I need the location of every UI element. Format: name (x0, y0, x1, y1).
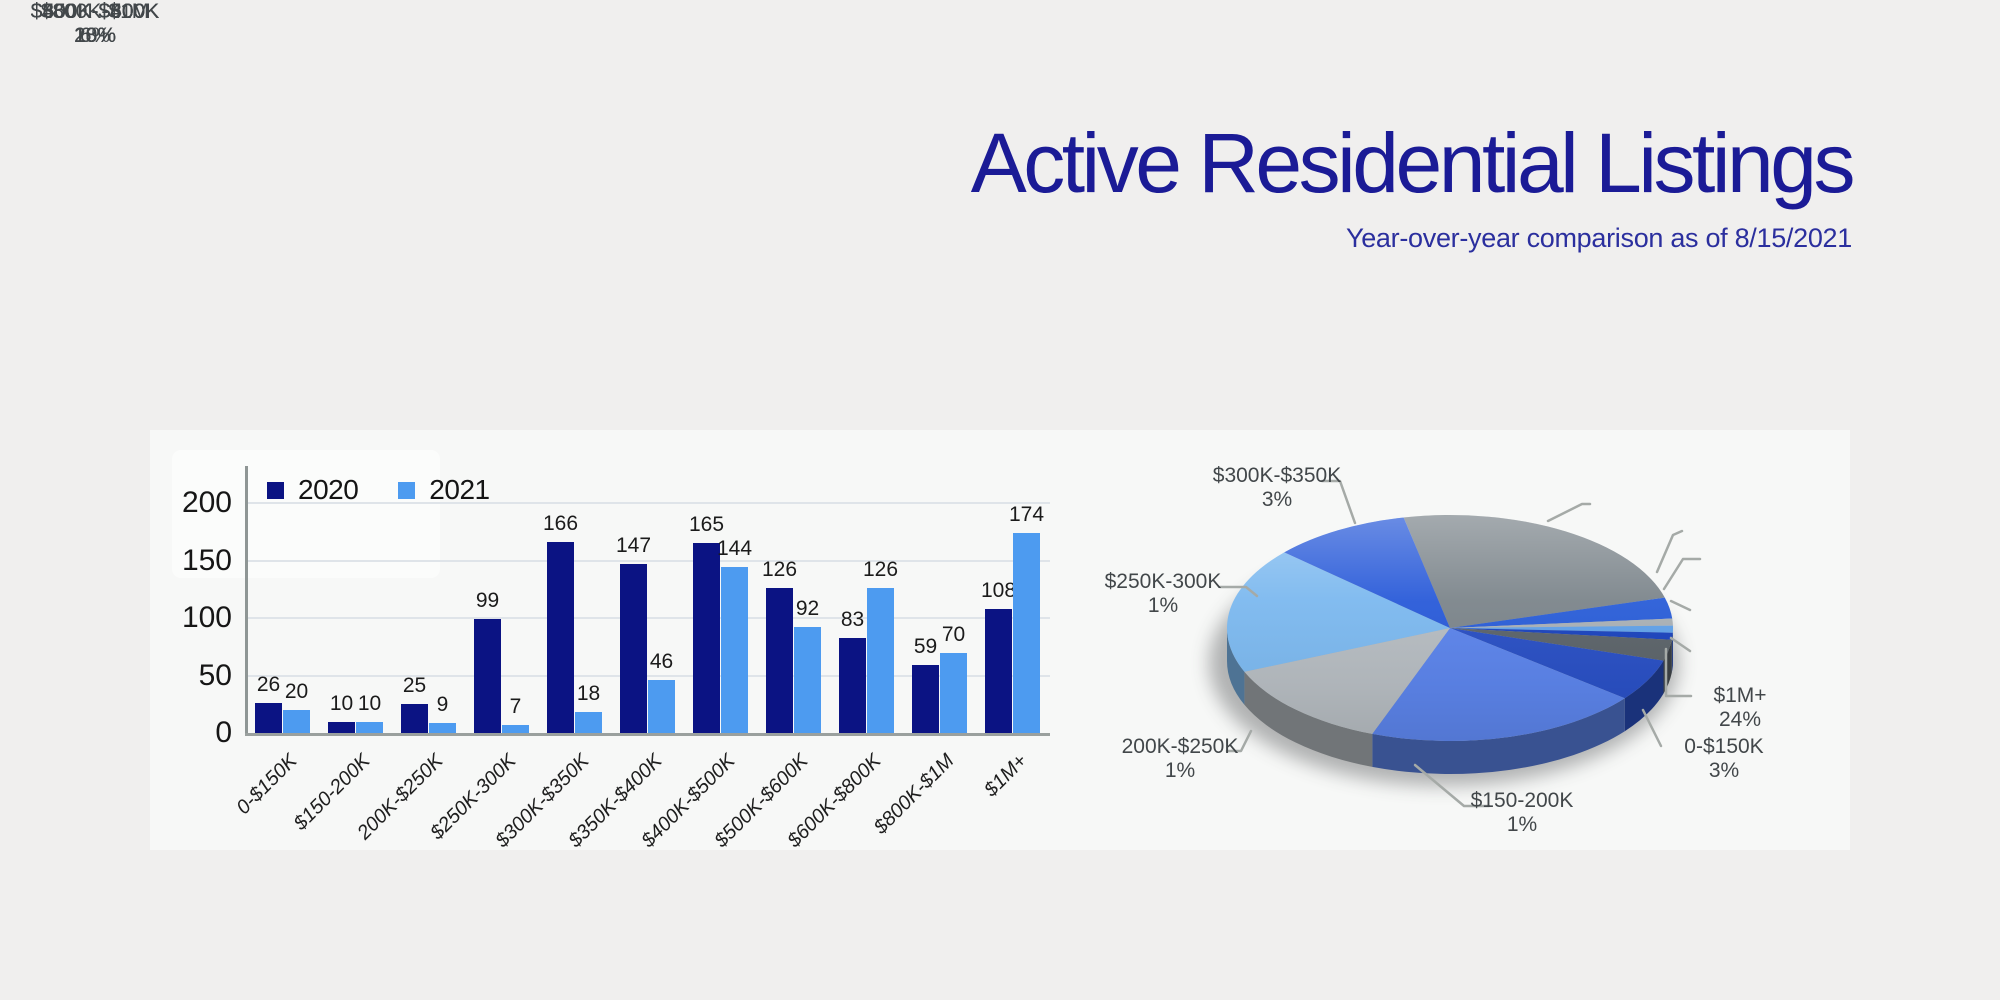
page-title: Active Residential Listings (970, 116, 1856, 210)
pie-leader-line-10 (1320, 479, 1357, 525)
pie-label-text: $1M+ (1713, 684, 1767, 707)
pie-label: $400K-$500K 20% (0, 0, 190, 48)
bar-chart-legend: 2020 2021 (267, 474, 516, 506)
pie-label-text: $800K-$1M (40, 0, 150, 23)
pie-label-text: 0-$150K (1684, 735, 1764, 758)
pie-leader-line-6 (1641, 708, 1663, 748)
legend-label-2020: 2020 (298, 474, 359, 505)
yaxis-highlight-box (172, 450, 440, 578)
pie-label-text: $400K-$500K (30, 0, 160, 23)
pie-leader-line-3 (1669, 599, 1692, 612)
pie-leader-line-5 (1664, 647, 1693, 698)
pie-label-text: $350K-$400K (30, 0, 160, 23)
pie-leader-line-2 (1662, 557, 1702, 591)
pie-label-pct: 1% (1147, 594, 1179, 617)
pie-label-text: $500K-$600K (30, 0, 160, 23)
page-subtitle: Year-over-year comparison as of 8/15/202… (1345, 222, 1852, 253)
legend-swatch-2021 (398, 481, 416, 499)
pie-label-pct: 13% (73, 24, 117, 47)
pie-label-pct: 18% (73, 24, 117, 47)
pie-label-text: 200K-$250K (1121, 735, 1239, 758)
pie-side-$350K-$400K (1624, 660, 1664, 732)
pie-leader-line-1 (1655, 529, 1684, 574)
pie-label: 200K-$250K 1% (1085, 735, 1275, 783)
pie-chart (1209, 479, 1702, 808)
pie-label-text: $150-200K (1470, 789, 1574, 812)
pie-label: $500K-$600K 13% (0, 0, 190, 48)
legend-label-2021: 2021 (429, 474, 490, 505)
pie-label-pct: 1% (1506, 813, 1538, 836)
pie-label: $1M+ 24% (1645, 684, 1835, 732)
pie-leader-line-9 (1218, 585, 1259, 598)
pie-side-$600K-$800K (1227, 628, 1245, 705)
pie-label: $350K-$400K 6% (0, 0, 190, 48)
pie-label-pct: 1% (1164, 759, 1196, 782)
pie-leader-line-4 (1669, 636, 1692, 653)
pie-sheen (1227, 515, 1673, 741)
pie-label-pct: 20% (73, 24, 117, 47)
pie-label-text: $300K-$350K (1212, 464, 1342, 487)
pie-label-pct: 3% (1708, 759, 1740, 782)
pie-label-pct: 3% (1261, 488, 1293, 511)
pie-label: $600K-$800K 18% (0, 0, 190, 48)
legend-swatch-2020 (267, 481, 284, 499)
pie-side-$400K-$500K (1372, 698, 1625, 774)
pie-label-pct: 6% (79, 24, 111, 47)
pie-side-$250K-300K (1671, 632, 1673, 673)
pie-label-text: $600K-$800K (30, 0, 160, 23)
pie-leader-line-8 (1225, 729, 1253, 753)
pie-leader-line-7 (1413, 763, 1491, 808)
pie-label: $800K-$1M 10% (0, 0, 190, 48)
pie-label: 0-$150K 3% (1629, 735, 1819, 783)
header: Active Residential Listings Year-over-ye… (970, 116, 1856, 254)
pie-label-pct: 10% (73, 24, 117, 47)
pie-label: $250K-300K 1% (1068, 570, 1258, 618)
pie-leader-line-0 (1546, 502, 1592, 523)
pie-label-pct: 24% (1718, 708, 1762, 731)
pie-label: $150-200K 1% (1427, 789, 1617, 837)
pie-side-$500K-$600K (1244, 671, 1373, 767)
pie-label: $300K-$350K 3% (1182, 464, 1372, 512)
pie-label-text: $250K-300K (1104, 570, 1222, 593)
